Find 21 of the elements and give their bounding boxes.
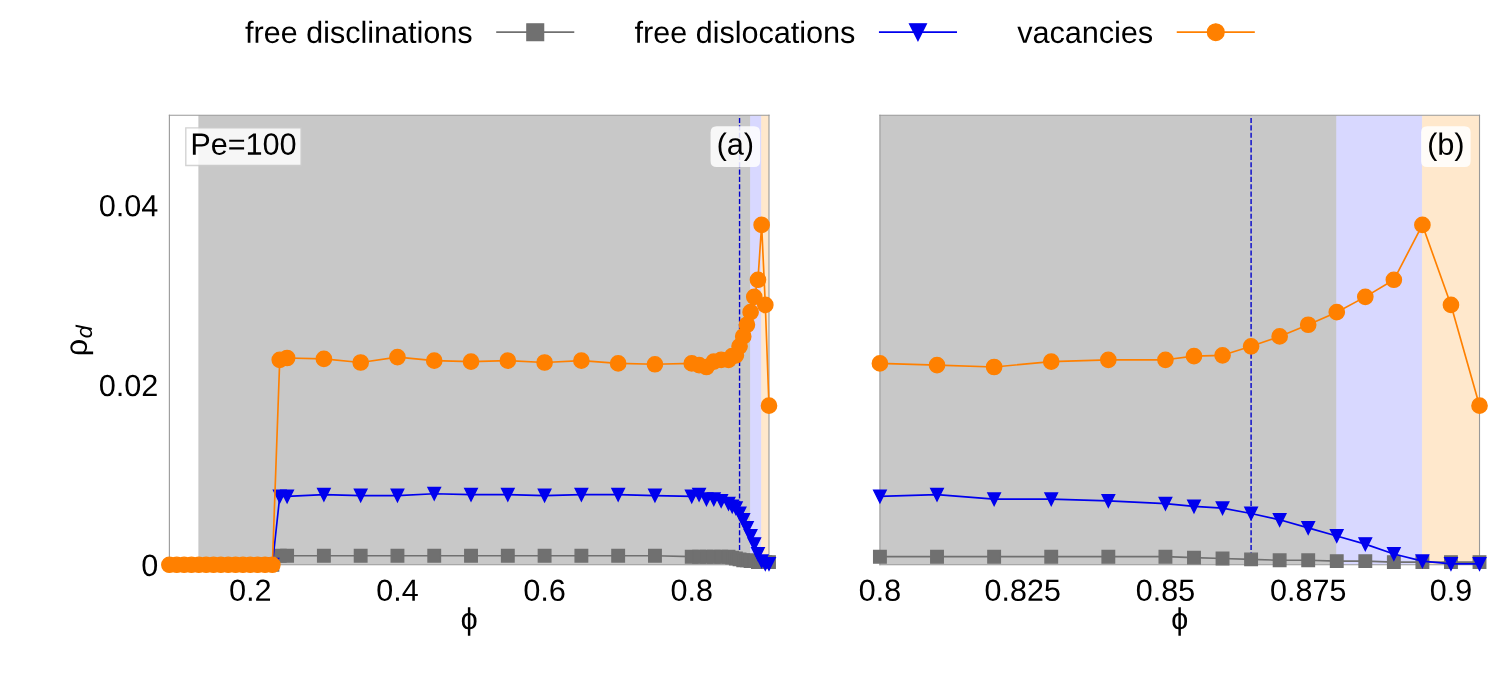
legend-label: free dislocations: [634, 20, 855, 44]
x-tick-label: 0.9: [1430, 579, 1471, 602]
legend-label: free disclinations: [245, 20, 472, 44]
x-tick-label: 0.6: [524, 579, 565, 602]
y-axis-title: ρ$_{d}$: [70, 324, 94, 355]
annotation: (a): [718, 132, 753, 161]
x-tick-label: 0.8: [859, 579, 900, 602]
annotation: Pe=100: [192, 133, 296, 155]
y-tick-label: 0.04: [100, 194, 158, 217]
x-tick-label: 0.4: [377, 579, 418, 602]
y-tick-label: 0: [142, 554, 158, 577]
x-tick-label: 0.8: [671, 579, 712, 602]
x-tick-label: 0.85: [1136, 579, 1194, 602]
x-axis-title: ϕ: [1172, 607, 1188, 636]
annotation: (b): [1429, 132, 1463, 161]
legend-label: vacancies: [1017, 20, 1153, 44]
x-tick-label: 0.875: [1271, 579, 1346, 602]
x-tick-label: 0.2: [230, 579, 271, 602]
y-tick-label: 0.02: [100, 374, 157, 397]
x-tick-label: 0.825: [985, 579, 1060, 602]
x-axis-title: ϕ: [461, 607, 477, 636]
